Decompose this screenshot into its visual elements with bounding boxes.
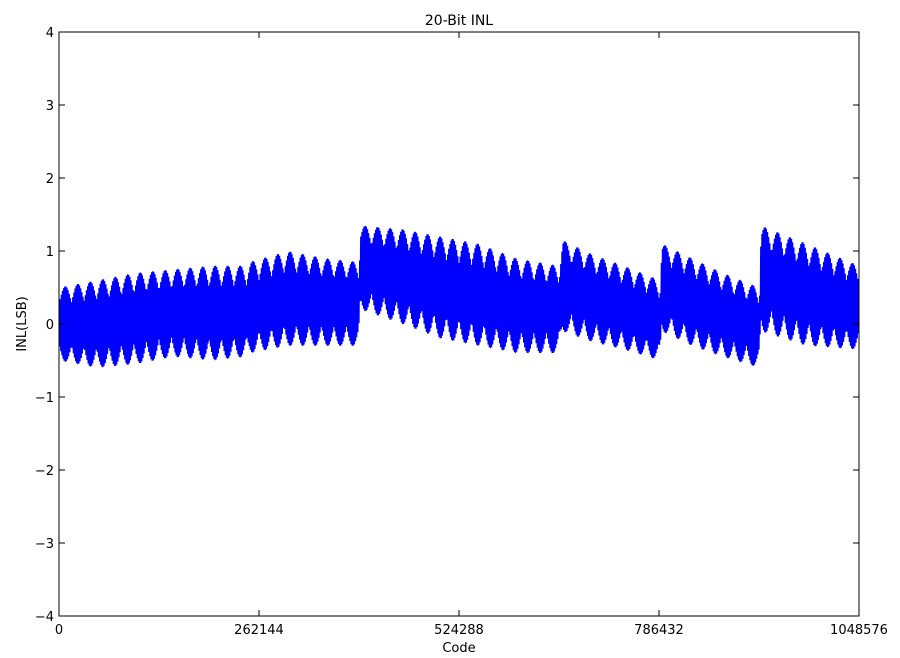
y-tick-label: −2: [35, 464, 54, 479]
y-tick-label: −4: [35, 610, 54, 625]
y-tick-label: 1: [46, 245, 54, 260]
y-tick-label: 2: [46, 172, 54, 187]
y-tick-label: 4: [46, 26, 54, 41]
x-tick-label: 524288: [434, 623, 484, 638]
y-tick-label: 0: [46, 318, 54, 333]
x-tick-label: 262144: [234, 623, 284, 638]
y-tick-label: −3: [35, 537, 54, 552]
x-tick-label: 786432: [634, 623, 684, 638]
y-axis-label: INL(LSB): [15, 296, 30, 351]
y-tick-label: −1: [35, 391, 54, 406]
plot-area: [59, 225, 859, 368]
axis-ticks: 0 262144 524288 786432 1048576 −4 −3 −2 −1 0 1 2 3 4: [35, 26, 888, 638]
x-tick-label: 1048576: [830, 623, 888, 638]
inl-series-line: [59, 225, 859, 368]
chart-title: 20-Bit INL: [425, 13, 493, 29]
y-tick-label: 3: [46, 99, 54, 114]
x-axis-label: Code: [442, 641, 475, 656]
x-tick-label: 0: [55, 623, 63, 638]
